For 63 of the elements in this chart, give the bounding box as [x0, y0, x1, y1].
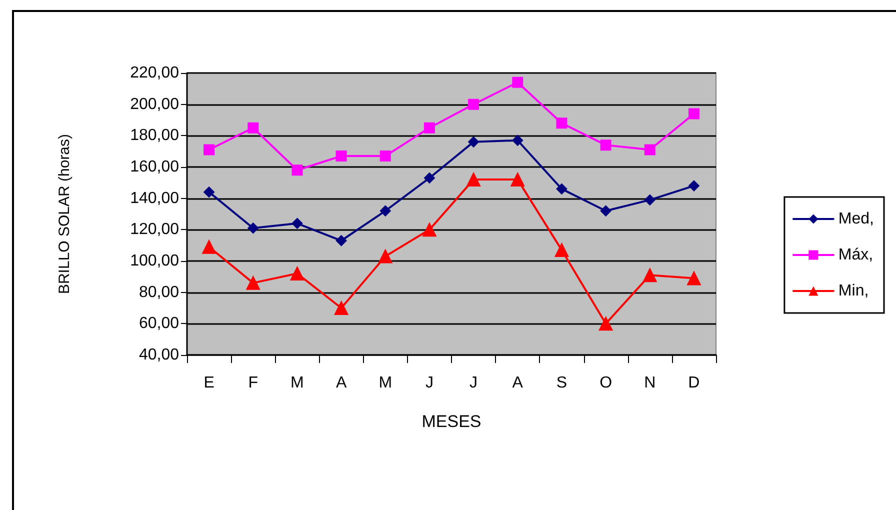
x-tick-label: A	[336, 374, 347, 392]
point	[290, 266, 304, 281]
point	[642, 268, 657, 282]
point	[644, 144, 656, 156]
x-tick-label: M	[290, 374, 304, 392]
point	[246, 276, 260, 290]
legend-label: Med,	[838, 210, 874, 228]
x-tick-label: J	[470, 374, 478, 392]
point	[644, 194, 656, 206]
x-tick-label: J	[425, 374, 434, 392]
point	[600, 205, 612, 216]
y-tick-label: 140,00	[130, 190, 180, 207]
legend-label: Min,	[838, 282, 869, 300]
x-tick-label: M	[378, 374, 392, 392]
x-tick-label: F	[248, 374, 258, 392]
point	[336, 150, 347, 162]
y-tick-label: 100,00	[130, 252, 180, 270]
y-tick-label: 120,00	[130, 221, 180, 238]
x-tick-label: A	[512, 374, 524, 392]
x-tick-label: E	[204, 374, 214, 392]
point	[248, 222, 259, 234]
point	[292, 218, 303, 229]
point	[202, 240, 216, 254]
legend-label: Máx,	[838, 246, 874, 264]
point	[510, 172, 525, 187]
y-tick-label: 200,00	[130, 96, 180, 113]
x-tick-label: N	[644, 374, 656, 392]
point	[248, 122, 259, 134]
point	[688, 180, 700, 192]
y-axis-title: BRILLO SOLAR (horas)	[56, 134, 73, 294]
y-tick-label: 40,00	[138, 346, 180, 364]
point	[292, 164, 303, 176]
point	[598, 316, 613, 331]
x-axis-title: MESES	[422, 412, 482, 431]
point	[554, 243, 569, 258]
y-tick-label: 180,00	[130, 127, 180, 144]
point	[600, 140, 612, 151]
point	[556, 118, 568, 129]
point	[466, 172, 481, 187]
x-tick-label: S	[556, 374, 568, 392]
point	[422, 222, 436, 237]
point	[336, 235, 347, 246]
point	[378, 249, 392, 264]
y-tick-label: 220,00	[130, 64, 180, 82]
point	[686, 271, 701, 286]
x-tick-label: O	[600, 374, 612, 392]
point	[512, 134, 524, 146]
point	[204, 186, 215, 198]
y-tick-label: 60,00	[138, 315, 180, 332]
point	[334, 301, 348, 315]
point	[380, 150, 391, 162]
point	[556, 183, 568, 194]
point	[468, 98, 480, 110]
point	[512, 76, 524, 88]
y-tick-label: 80,00	[138, 284, 180, 301]
point	[424, 172, 435, 184]
point	[688, 108, 700, 120]
x-tick-label: D	[688, 374, 700, 392]
point	[468, 136, 480, 148]
y-tick-label: 160,00	[130, 158, 180, 176]
point	[424, 122, 435, 134]
point	[204, 144, 215, 156]
point	[380, 205, 391, 216]
